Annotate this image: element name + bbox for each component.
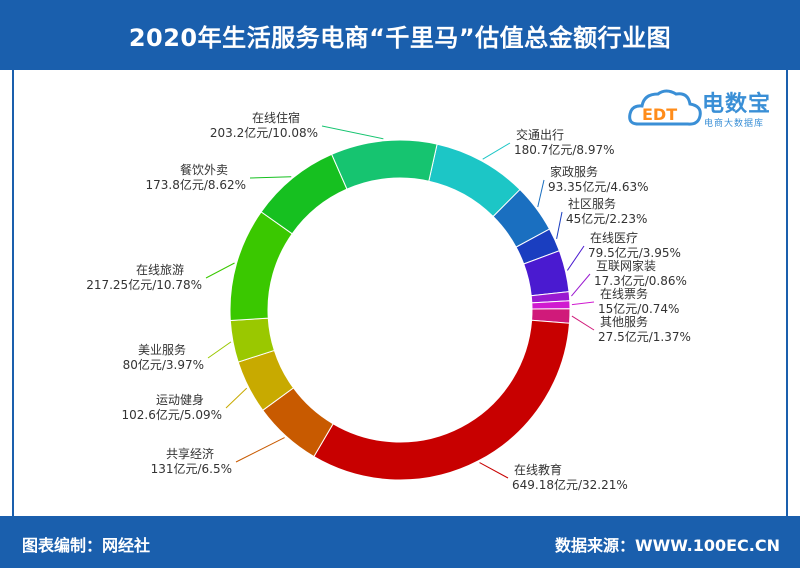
slice-value-label: 217.25亿元/10.78% [86,277,202,292]
donut-slice-11 [229,211,293,322]
cloud-logo-icon: EDT [628,89,702,126]
slice-name-label: 在线住宿 [252,110,300,125]
footer-source: 数据来源：WWW.100EC.CN [554,536,780,555]
leader-line-11 [205,262,235,279]
leader-line-6 [571,315,595,331]
donut-slice-13 [331,139,438,190]
slice-value-label: 17.3亿元/0.86% [594,273,687,288]
slice-value-label: 649.18亿元/32.21% [512,477,628,492]
donut-slice-7 [313,319,571,481]
slice-name-label: 餐饮外卖 [180,162,228,177]
slice-name-label: 美业服务 [138,342,186,357]
slice-value-label: 203.2亿元/10.08% [210,125,318,140]
slice-name-label: 其他服务 [600,314,648,329]
slice-name-label: 在线旅游 [136,263,184,277]
leader-line-3 [566,245,585,271]
logo-subtitle: 电商大数据库 [704,119,765,129]
leader-line-5 [571,301,595,306]
slice-value-label: 102.6亿元/5.09% [121,407,222,422]
slice-value-label: 173.8亿元/8.62% [145,177,246,192]
slice-value-label: 45亿元/2.23% [566,211,647,226]
leader-line-2 [556,211,563,239]
leader-line-13 [321,125,384,140]
title-bar: 2020年生活服务电商“千里马”估值总金额行业图 [0,0,800,70]
slice-name-label: 交通出行 [516,127,564,142]
slice-value-label: 79.5亿元/3.95% [588,245,681,260]
slice-name-label: 在线教育 [514,462,562,477]
leader-line-8 [235,437,285,463]
leader-line-12 [249,176,292,179]
slice-value-label: 180.7亿元/8.97% [514,142,615,157]
logo-badge: EDT [642,105,677,124]
slice-value-label: 93.35亿元/4.63% [548,179,649,194]
footer-compiler: 图表编制：网经社 [22,536,151,555]
leader-line-0 [482,142,511,160]
edt-logo: EDT 电数宝 电商大数据库 [628,78,788,138]
slice-name-label: 互联网家装 [596,258,656,273]
slice-name-label: 在线票务 [600,286,648,301]
leader-line-10 [207,341,232,359]
slice-name-label: 社区服务 [568,196,616,211]
leader-line-9 [225,387,248,409]
chart-title: 2020年生活服务电商“千里马”估值总金额行业图 [128,23,672,52]
slice-name-label: 家政服务 [550,164,598,179]
slice-value-label: 80亿元/3.97% [123,357,204,372]
logo-text: 电数宝 [702,92,772,117]
slice-value-label: 27.5亿元/1.37% [598,329,691,344]
slice-name-label: 运动健身 [156,392,204,407]
slice-name-label: 在线医疗 [590,231,638,245]
leader-line-4 [571,273,591,297]
leader-line-1 [537,179,545,208]
slice-name-label: 共享经济 [166,446,214,461]
leader-line-7 [479,462,509,479]
footer-bar: 图表编制：网经社 数据来源：WWW.100EC.CN [0,516,800,568]
slice-value-label: 131亿元/6.5% [151,461,232,476]
slice-value-label: 15亿元/0.74% [598,301,679,316]
